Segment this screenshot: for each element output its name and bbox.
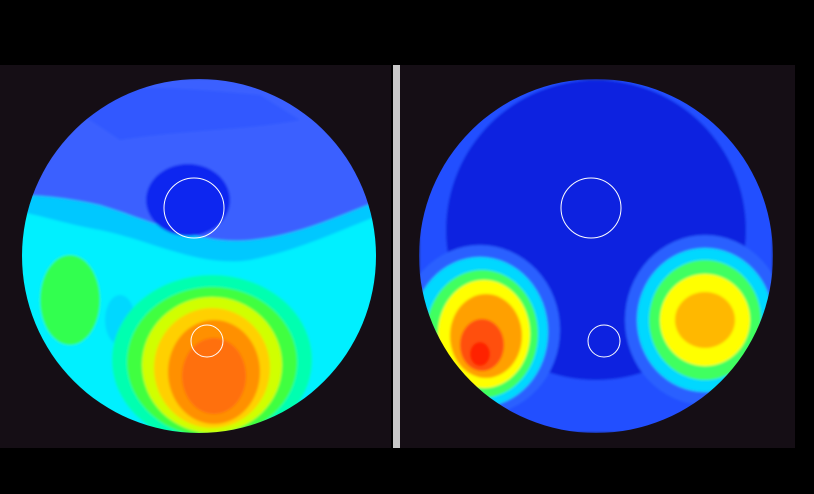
dark-blue-spot <box>146 164 230 236</box>
contour-5 <box>675 292 735 348</box>
right-heatmap <box>419 79 773 433</box>
green-patch <box>40 255 100 345</box>
blue-detail <box>60 88 300 140</box>
divider <box>393 65 400 448</box>
marker-circle <box>587 324 621 358</box>
contour-6 <box>182 338 246 414</box>
marker-circle <box>163 177 225 239</box>
contour-7 <box>470 342 490 366</box>
marker-circle <box>190 324 224 358</box>
left-heatmap <box>22 79 376 433</box>
marker-circle <box>560 177 622 239</box>
